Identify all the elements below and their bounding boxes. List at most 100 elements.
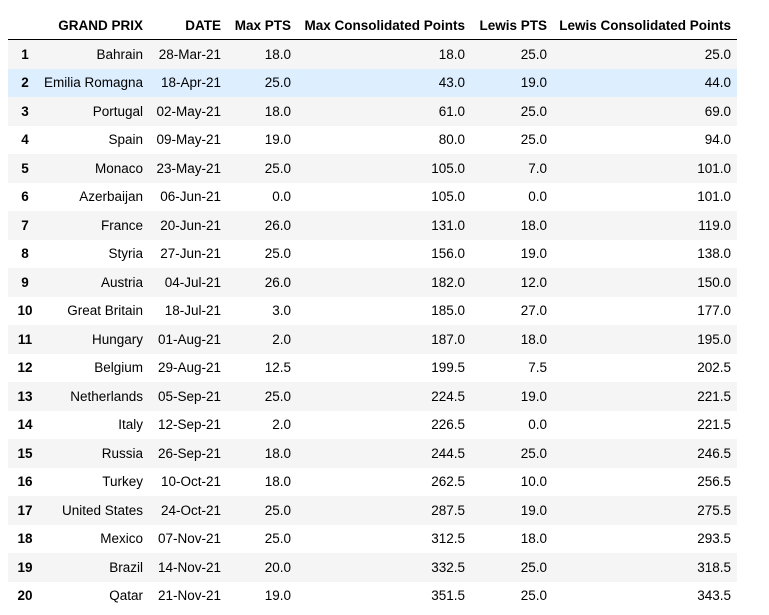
- cell-grand-prix: Brazil: [109, 559, 143, 575]
- cell-grand-prix: Bahrain: [96, 46, 143, 62]
- cell-lewis-pts: 19.0: [520, 75, 547, 91]
- cell-max-consolidated-points: 43.0: [438, 75, 465, 91]
- row-index: 11: [17, 331, 33, 347]
- cell-max-pts: 12.5: [264, 360, 291, 376]
- row-index: 18: [17, 531, 33, 547]
- table-row[interactable]: 17 United States 24-Oct-21 25.0 287.5 19.0 275…: [8, 496, 737, 525]
- cell-max-pts: 19.0: [264, 132, 291, 148]
- cell-max-consolidated-points: 262.5: [431, 474, 465, 490]
- cell-lewis-consolidated-points: 256.5: [697, 474, 731, 490]
- cell-date: 05-Sep-21: [157, 388, 221, 404]
- cell-date: 10-Oct-21: [160, 474, 221, 490]
- cell-lewis-pts: 19.0: [520, 388, 547, 404]
- cell-max-pts: 25.0: [264, 502, 291, 518]
- cell-lewis-consolidated-points: 150.0: [697, 274, 731, 290]
- cell-grand-prix: Spain: [108, 132, 143, 148]
- row-index: 20: [17, 588, 33, 604]
- cell-grand-prix: Qatar: [109, 588, 143, 604]
- cell-lewis-pts: 25.0: [520, 445, 547, 461]
- row-index: 16: [17, 474, 33, 490]
- table-row[interactable]: 5 Monaco 23-May-21 25.0 105.0 7.0 101.0: [8, 154, 737, 183]
- cell-lewis-consolidated-points: 94.0: [704, 132, 731, 148]
- cell-lewis-consolidated-points: 246.5: [697, 445, 731, 461]
- cell-max-consolidated-points: 156.0: [431, 246, 465, 262]
- cell-date: 02-May-21: [156, 103, 221, 119]
- table-row[interactable]: 4 Spain 09-May-21 19.0 80.0 25.0 94.0: [8, 125, 737, 154]
- header-row: GRAND PRIX DATE Max PTS Max Consolidated…: [8, 11, 737, 40]
- cell-lewis-consolidated-points: 69.0: [704, 103, 731, 119]
- cell-max-consolidated-points: 224.5: [431, 388, 465, 404]
- table-row[interactable]: 10 Great Britain 18-Jul-21 3.0 185.0 27.0 177.…: [8, 296, 737, 325]
- cell-lewis-pts: 25.0: [520, 46, 547, 62]
- table-row[interactable]: 16 Turkey 10-Oct-21 18.0 262.5 10.0 256.5: [8, 467, 737, 496]
- table-row[interactable]: 15 Russia 26-Sep-21 18.0 244.5 25.0 246.5: [8, 439, 737, 468]
- table-row[interactable]: 9 Austria 04-Jul-21 26.0 182.0 12.0 150.0: [8, 268, 737, 297]
- cell-date: 06-Jun-21: [160, 189, 221, 205]
- cell-lewis-consolidated-points: 101.0: [697, 160, 731, 176]
- cell-lewis-pts: 25.0: [520, 559, 547, 575]
- cell-max-pts: 2.0: [272, 331, 291, 347]
- header-lewis-consolidated-points: Lewis Consolidated Points: [553, 11, 737, 40]
- cell-date: 12-Sep-21: [157, 417, 221, 433]
- header-date: DATE: [149, 11, 227, 40]
- table-row[interactable]: 13 Netherlands 05-Sep-21 25.0 224.5 19.0 221.5: [8, 382, 737, 411]
- header-grand-prix: GRAND PRIX: [42, 11, 149, 40]
- cell-lewis-pts: 0.0: [528, 417, 547, 433]
- cell-max-pts: 26.0: [264, 274, 291, 290]
- cell-lewis-consolidated-points: 119.0: [698, 217, 731, 233]
- table-row[interactable]: 11 Hungary 01-Aug-21 2.0 187.0 18.0 195.0: [8, 325, 737, 354]
- table-row[interactable]: 2 Emilia Romagna 18-Apr-21 25.0 43.0 19.0 44.0: [8, 68, 737, 97]
- cell-date: 14-Nov-21: [157, 559, 221, 575]
- cell-lewis-consolidated-points: 101.0: [697, 189, 731, 205]
- cell-max-consolidated-points: 185.0: [431, 303, 465, 319]
- cell-max-pts: 3.0: [272, 303, 291, 319]
- cell-date: 20-Jun-21: [160, 217, 221, 233]
- cell-grand-prix: Turkey: [102, 474, 143, 490]
- cell-max-consolidated-points: 287.5: [431, 502, 465, 518]
- cell-grand-prix: Emilia Romagna: [43, 75, 143, 91]
- cell-lewis-consolidated-points: 177.0: [697, 303, 731, 319]
- cell-grand-prix: Great Britain: [67, 303, 143, 319]
- cell-lewis-consolidated-points: 44.0: [704, 75, 731, 91]
- table-row[interactable]: 12 Belgium 29-Aug-21 12.5 199.5 7.5 202.5: [8, 353, 737, 382]
- row-index: 13: [17, 388, 33, 404]
- table-row[interactable]: 14 Italy 12-Sep-21 2.0 226.5 0.0 221.5: [8, 410, 737, 439]
- row-index: 3: [21, 103, 29, 119]
- row-index: 12: [17, 360, 33, 376]
- cell-grand-prix: Austria: [100, 274, 143, 290]
- cell-date: 04-Jul-21: [164, 274, 221, 290]
- cell-lewis-consolidated-points: 343.5: [697, 588, 731, 604]
- row-index: 10: [17, 303, 33, 319]
- table-row[interactable]: 8 Styria 27-Jun-21 25.0 156.0 19.0 138.0: [8, 239, 737, 268]
- table-row[interactable]: 7 France 20-Jun-21 26.0 131.0 18.0 119.0: [8, 211, 737, 240]
- row-index: 2: [21, 75, 29, 91]
- cell-date: 18-Jul-21: [164, 303, 221, 319]
- cell-date: 24-Oct-21: [160, 502, 221, 518]
- dataframe-container: GRAND PRIX DATE Max PTS Max Consolidated…: [8, 11, 737, 610]
- cell-lewis-consolidated-points: 221.5: [697, 388, 731, 404]
- table-row[interactable]: 3 Portugal 02-May-21 18.0 61.0 25.0 69.0: [8, 97, 737, 126]
- row-index: 14: [17, 417, 33, 433]
- cell-lewis-pts: 18.0: [520, 531, 547, 547]
- header-index: [8, 11, 42, 40]
- cell-grand-prix: Hungary: [91, 331, 143, 347]
- results-table: GRAND PRIX DATE Max PTS Max Consolidated…: [8, 11, 737, 610]
- cell-max-consolidated-points: 351.5: [431, 588, 465, 604]
- cell-lewis-consolidated-points: 318.5: [697, 559, 731, 575]
- cell-date: 29-Aug-21: [157, 360, 221, 376]
- table-body: 1 Bahrain 28-Mar-21 18.0 18.0 25.0 25.0 2 Emilia…: [8, 39, 737, 610]
- table-row[interactable]: 19 Brazil 14-Nov-21 20.0 332.5 25.0 318.5: [8, 553, 737, 582]
- row-index: 7: [21, 217, 29, 233]
- table-row[interactable]: 6 Azerbaijan 06-Jun-21 0.0 105.0 0.0 101.0: [8, 182, 737, 211]
- table-row[interactable]: 18 Mexico 07-Nov-21 25.0 312.5 18.0 293.5: [8, 524, 737, 553]
- table-row[interactable]: 1 Bahrain 28-Mar-21 18.0 18.0 25.0 25.0: [8, 39, 737, 69]
- cell-max-pts: 25.0: [264, 531, 291, 547]
- header-max-consolidated-points: Max Consolidated Points: [297, 11, 471, 40]
- table-row[interactable]: 20 Qatar 21-Nov-21 19.0 351.5 25.0 343.5: [8, 581, 737, 610]
- cell-max-pts: 25.0: [264, 246, 291, 262]
- cell-lewis-consolidated-points: 221.5: [697, 417, 731, 433]
- cell-lewis-pts: 0.0: [528, 189, 547, 205]
- cell-grand-prix: Monaco: [94, 160, 143, 176]
- cell-max-pts: 18.0: [264, 445, 291, 461]
- cell-max-consolidated-points: 332.5: [431, 559, 465, 575]
